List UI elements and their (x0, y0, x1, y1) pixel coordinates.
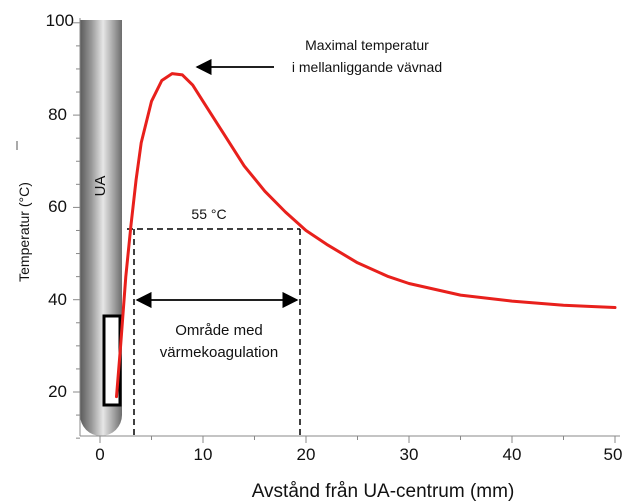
coagulation-zone-label-line-1: Område med (175, 322, 263, 339)
y-tick-label-20: 20 (48, 382, 67, 401)
y-tick-label-80: 80 (48, 105, 67, 124)
x-tick-label-50: 50 (604, 445, 623, 464)
x-tick-label-0: 0 (95, 445, 104, 464)
x-tick-label-30: 30 (400, 445, 419, 464)
x-axis-title: Avstånd från UA-centrum (mm) (252, 481, 515, 501)
x-tick-labels: 0 10 20 30 40 50 (95, 445, 622, 464)
y-tick-label-40: 40 (48, 290, 67, 309)
max-temperature-label-line-2: i mellanliggande vävnad (292, 59, 442, 75)
y-tick-label-100: 100 (46, 11, 74, 30)
temperature-curve (115, 72, 617, 399)
y-axis-title: Temperatur (°C) (16, 182, 32, 282)
x-tick-label-10: 10 (194, 445, 213, 464)
y-tick-labels: 20 40 60 80 100 (46, 11, 74, 401)
y-tick-label-60: 60 (48, 197, 67, 216)
x-tick-label-20: 20 (297, 445, 316, 464)
threshold-guides (127, 228, 301, 436)
threshold-label: 55 °C (191, 206, 226, 222)
probe-label: UA (92, 176, 109, 197)
x-tick-label-40: 40 (503, 445, 522, 464)
axis-ticks (73, 22, 616, 443)
coagulation-zone-label-line-2: värmekoagulation (160, 344, 278, 361)
probe: UA (80, 20, 122, 436)
max-temperature-label-line-1: Maximal temperatur (305, 37, 429, 53)
